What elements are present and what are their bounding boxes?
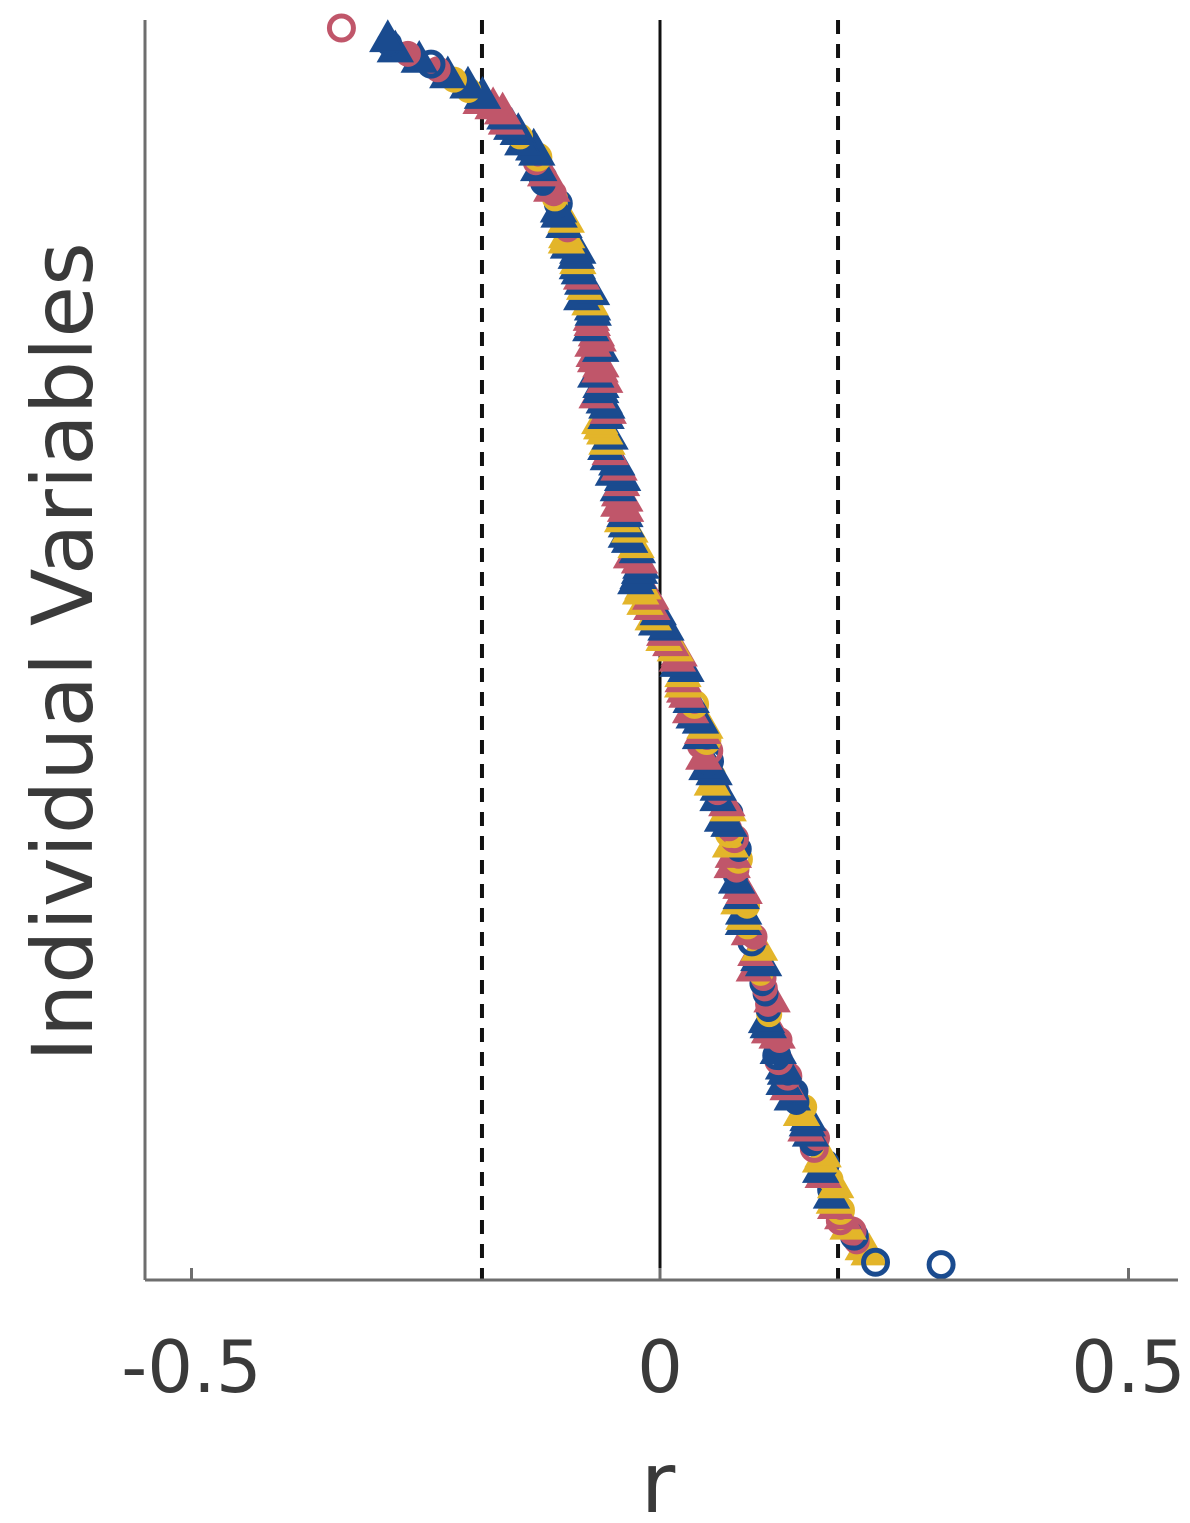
x-tick-label: -0.5 xyxy=(121,1325,261,1409)
x-tick-label: 0.5 xyxy=(1071,1325,1186,1409)
data-point-circle-open xyxy=(326,13,356,43)
data-point-circle-open xyxy=(861,1247,891,1277)
data-point-circle-open xyxy=(926,1250,956,1280)
x-tick-label: 0 xyxy=(637,1325,683,1409)
data-markers xyxy=(326,13,956,1280)
x-axis-ticks: -0.5 0 0.5 xyxy=(121,1268,1186,1409)
x-axis-title: r xyxy=(641,1434,676,1523)
data-point-triangle xyxy=(369,19,407,53)
y-axis-title: Individual Variables xyxy=(14,242,112,1062)
